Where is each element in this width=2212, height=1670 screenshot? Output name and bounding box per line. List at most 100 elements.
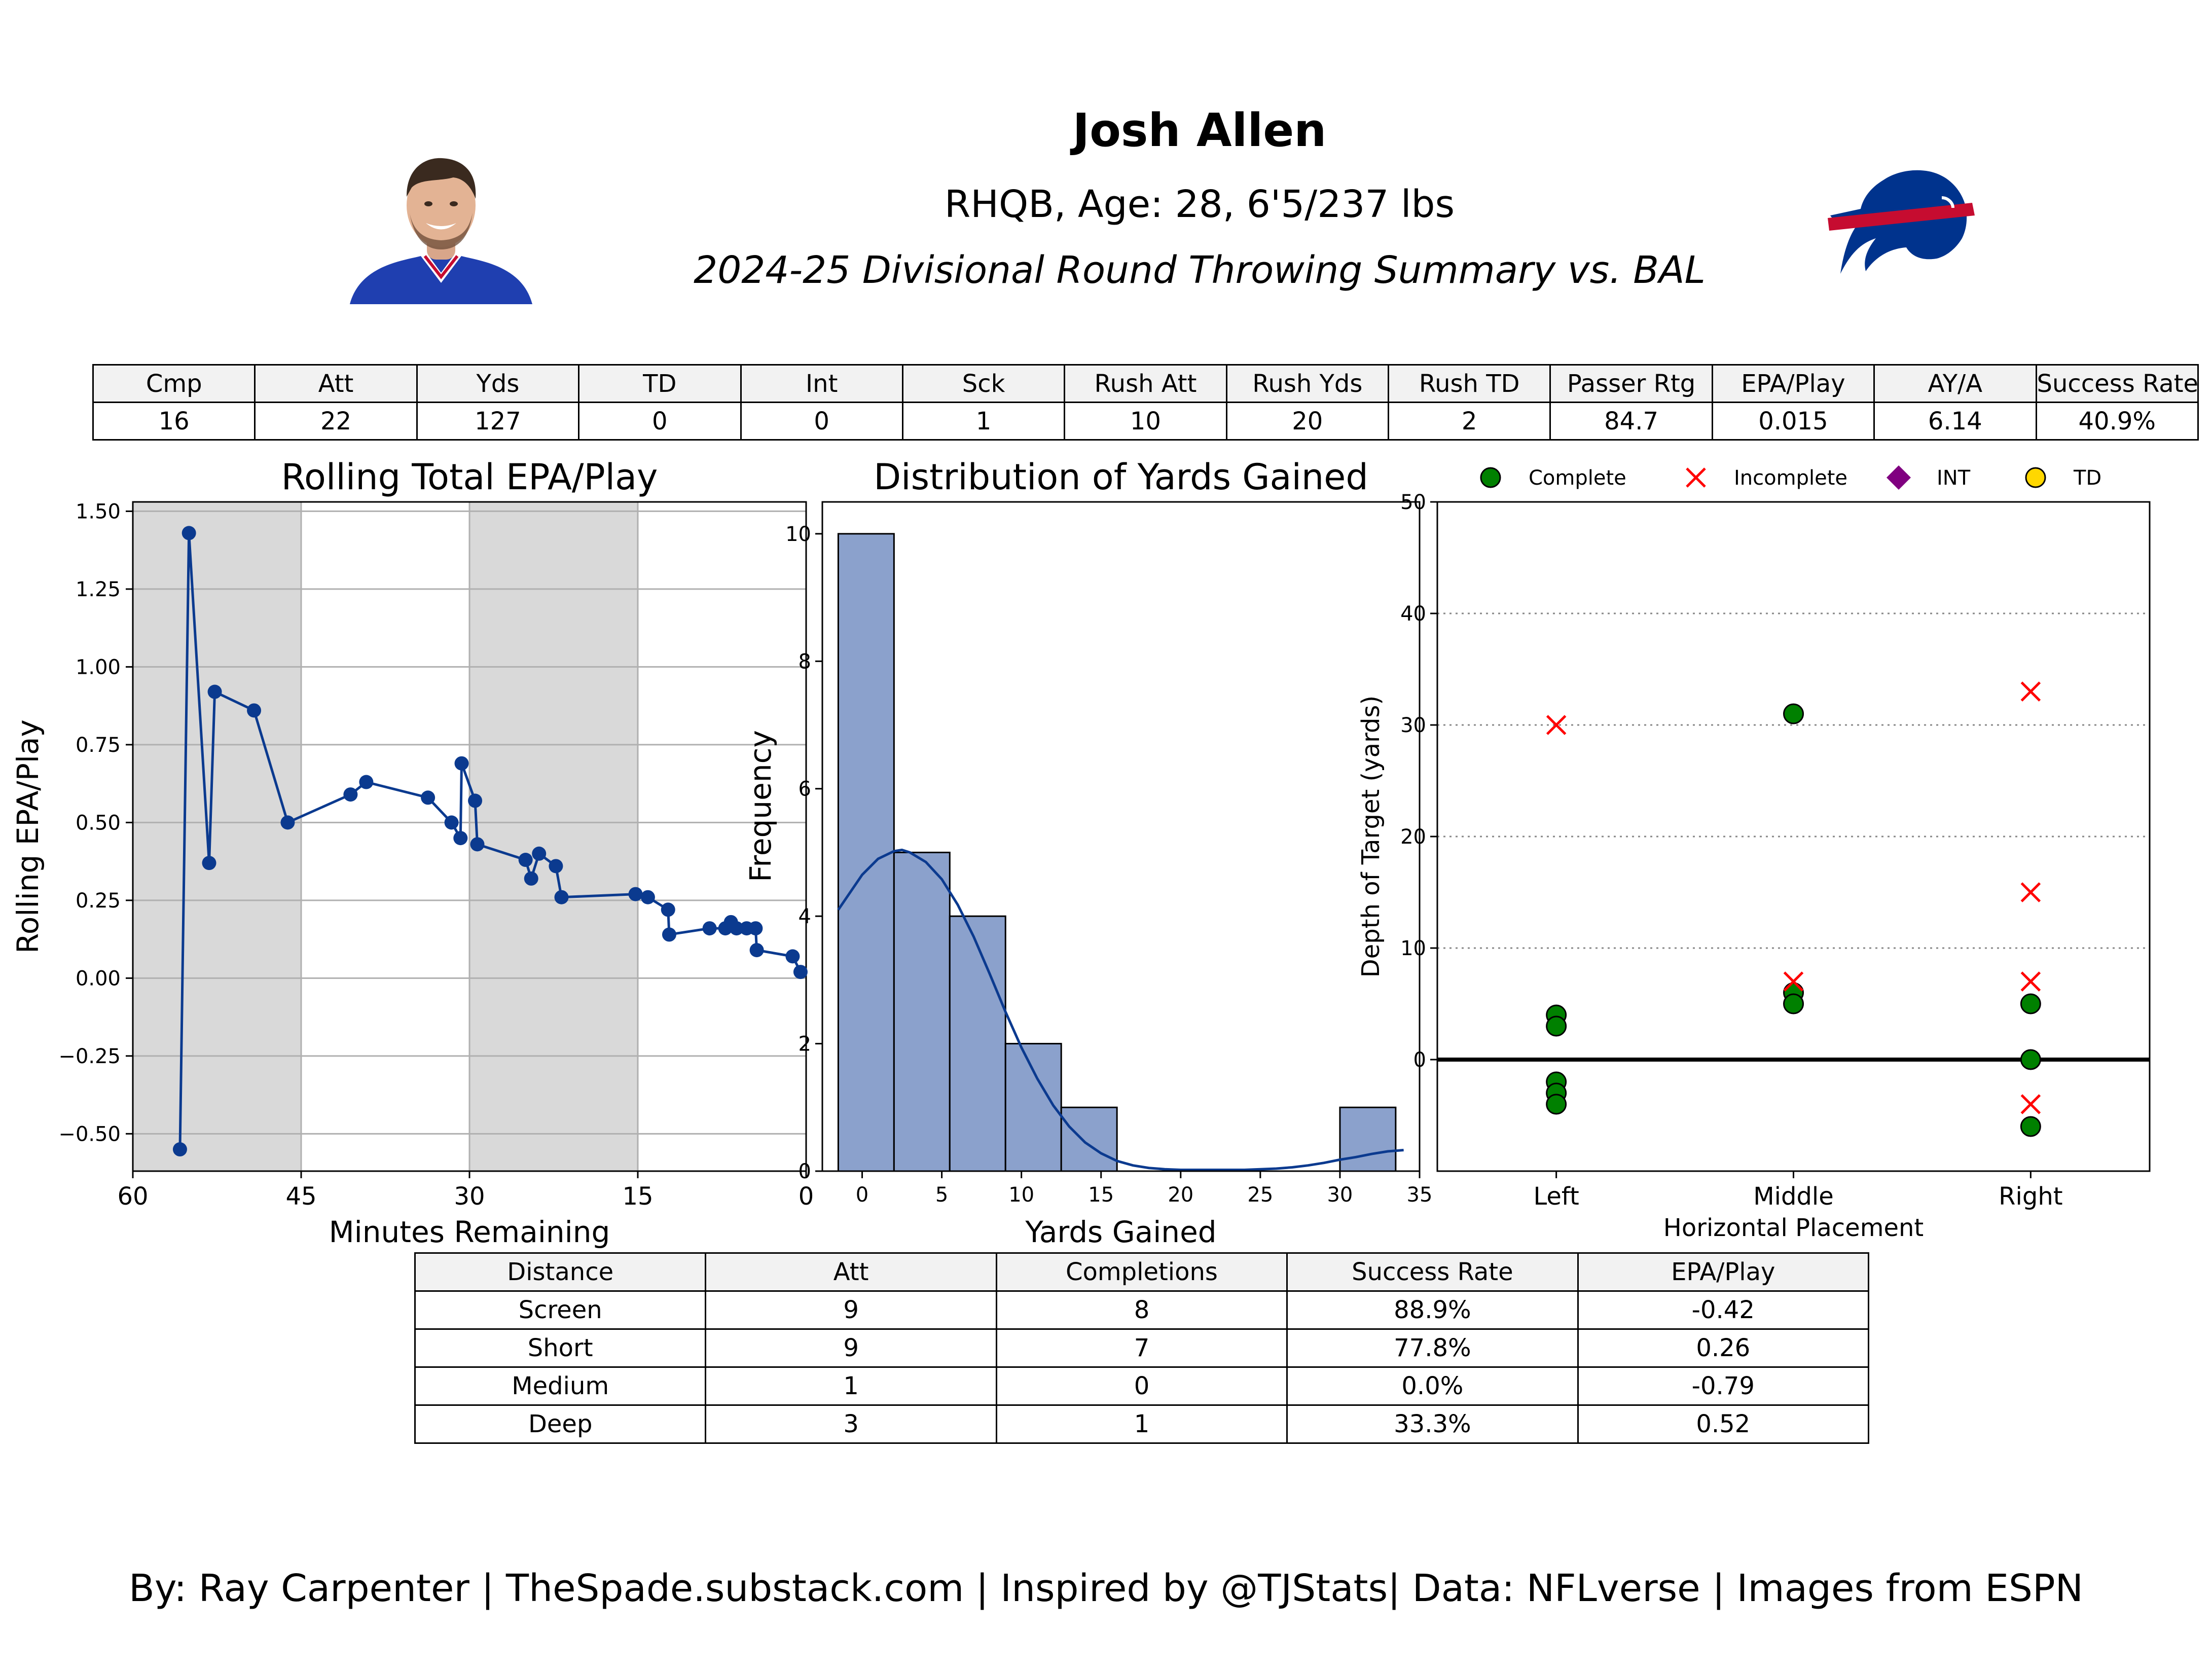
epa-data-point xyxy=(661,902,675,917)
x-tick-label: 0 xyxy=(799,1182,814,1211)
header-passer-rtg: Passer Rtg xyxy=(1549,364,1713,403)
player-headshot xyxy=(350,158,532,304)
header-rush-yds: Rush Yds xyxy=(1225,364,1390,403)
chart-title: Rolling Total EPA/Play xyxy=(281,456,658,498)
y-tick-label: 10 xyxy=(785,523,811,546)
cell-success-rate: 0.0% xyxy=(1286,1366,1579,1406)
cell-distance: Short xyxy=(414,1328,707,1368)
legend-marker-incomplete xyxy=(1686,467,1706,488)
incomplete-pass-point xyxy=(1783,971,1804,992)
legend-marker-complete xyxy=(1480,467,1501,488)
value-att: 22 xyxy=(254,402,418,441)
x-tick-label: 0 xyxy=(856,1183,868,1207)
incomplete-pass-point xyxy=(1546,715,1567,735)
table-row: Deep 3 1 33.3% 0.52 xyxy=(414,1404,1870,1444)
x-tick-label: 10 xyxy=(1008,1183,1034,1207)
header-rush-td: Rush TD xyxy=(1387,364,1551,403)
epa-data-point xyxy=(554,890,569,904)
incomplete-pass-point xyxy=(2020,882,2041,902)
epa-data-point xyxy=(729,921,744,936)
header-success-rate: Success Rate xyxy=(2035,364,2199,403)
cell-att: 9 xyxy=(705,1328,997,1368)
value-int: 0 xyxy=(740,402,903,441)
epa-data-point xyxy=(785,949,800,964)
distance-breakdown-table: Distance Att Completions Success Rate EP… xyxy=(414,1252,1870,1444)
epa-data-point xyxy=(454,756,469,771)
header-cmp: Cmp xyxy=(92,364,256,403)
cell-success-rate: 33.3% xyxy=(1286,1404,1579,1444)
histogram-bar xyxy=(893,851,951,1172)
x-tick-label: 45 xyxy=(285,1182,316,1211)
player-bio: RHQB, Age: 28, 6'5/237 lbs xyxy=(944,183,1455,226)
epa-data-point xyxy=(640,890,655,904)
y-tick-label: 0 xyxy=(1413,1048,1426,1072)
table-row: Medium 1 0 0.0% -0.79 xyxy=(414,1366,1870,1406)
y-tick-label: 0 xyxy=(799,1160,811,1183)
x-tick-label: 15 xyxy=(622,1182,653,1211)
legend-label-incomplete: Incomplete xyxy=(1734,466,1847,490)
histogram-bar xyxy=(1004,1043,1062,1172)
histogram-bar xyxy=(949,915,1006,1172)
value-cmp: 16 xyxy=(92,402,256,441)
cell-epa-play: -0.42 xyxy=(1577,1290,1870,1330)
y-tick-label: −0.25 xyxy=(58,1045,121,1068)
epa-data-point xyxy=(468,793,483,808)
cell-att: 1 xyxy=(705,1366,997,1406)
x-tick-label: 25 xyxy=(1247,1183,1273,1207)
bills-buffalo-logo xyxy=(1828,170,1975,274)
y-tick-label: 1.25 xyxy=(76,578,121,601)
cell-att: 9 xyxy=(705,1290,997,1330)
table-row: Screen 9 8 88.9% -0.42 xyxy=(414,1290,1870,1330)
epa-data-point xyxy=(748,921,763,936)
cell-success-rate: 88.9% xyxy=(1286,1290,1579,1330)
complete-pass-point xyxy=(1783,703,1804,724)
cell-epa-play: 0.26 xyxy=(1577,1328,1870,1368)
epa-data-point xyxy=(207,684,222,699)
value-yds: 127 xyxy=(416,402,580,441)
header-td: TD xyxy=(578,364,742,403)
target-depth-chart: Left Middle Right 0 10 20 30 40 50 Horizontal Pla… xyxy=(1357,465,2151,1242)
histogram-bar xyxy=(1339,1106,1397,1172)
header-epa-play: EPA/Play xyxy=(1577,1252,1870,1292)
header-yds: Yds xyxy=(416,364,580,403)
value-rush-att: 10 xyxy=(1064,402,1227,441)
x-tick-label: 30 xyxy=(454,1182,485,1211)
complete-pass-point xyxy=(1546,1015,1567,1037)
y-tick-label: 0.25 xyxy=(76,889,121,913)
epa-data-point xyxy=(749,943,764,958)
value-rush-td: 2 xyxy=(1387,402,1551,441)
value-sck: 1 xyxy=(901,402,1066,441)
x-axis-label: Horizontal Placement xyxy=(1663,1214,1924,1242)
x-tick-label: 5 xyxy=(935,1183,948,1207)
histogram-bar xyxy=(1060,1106,1118,1172)
incomplete-pass-point xyxy=(2020,681,2041,702)
header-int: Int xyxy=(740,364,903,403)
shaded-period xyxy=(469,502,638,1171)
yards-distribution-chart: 0 5 10 15 20 25 30 35 0 2 4 6 8 10 Distribution of Yar… xyxy=(743,456,1433,1249)
legend-marker-int xyxy=(1887,465,1911,490)
cell-epa-play: -0.79 xyxy=(1577,1366,1870,1406)
header-sck: Sck xyxy=(901,364,1066,403)
legend-marker-td xyxy=(2025,467,2046,488)
rolling-epa-chart: 60 45 30 15 0−0.50−0.250.000.250.500.751.001… xyxy=(11,456,814,1249)
x-axis-label: Yards Gained xyxy=(1025,1215,1216,1249)
y-tick-label: 50 xyxy=(1400,491,1426,514)
epa-data-point xyxy=(359,775,374,789)
header-distance: Distance xyxy=(414,1252,707,1292)
y-axis-label: Rolling EPA/Play xyxy=(11,719,45,954)
cell-completions: 8 xyxy=(995,1290,1288,1330)
cell-completions: 7 xyxy=(995,1328,1288,1368)
y-tick-label: 30 xyxy=(1400,714,1426,737)
header-att: Att xyxy=(254,364,418,403)
complete-pass-point xyxy=(1546,1094,1567,1115)
epa-data-point xyxy=(662,927,676,942)
y-tick-label: 8 xyxy=(799,650,811,673)
y-axis-label: Frequency xyxy=(743,730,778,882)
value-epa-play: 0.015 xyxy=(1711,402,1875,441)
cell-distance: Medium xyxy=(414,1366,707,1406)
x-tick-label: 35 xyxy=(1407,1183,1433,1207)
y-tick-label: 20 xyxy=(1400,825,1426,849)
header-epa-play: EPA/Play xyxy=(1711,364,1875,403)
cell-att: 3 xyxy=(705,1404,997,1444)
x-tick-label: Right xyxy=(1999,1182,2062,1211)
